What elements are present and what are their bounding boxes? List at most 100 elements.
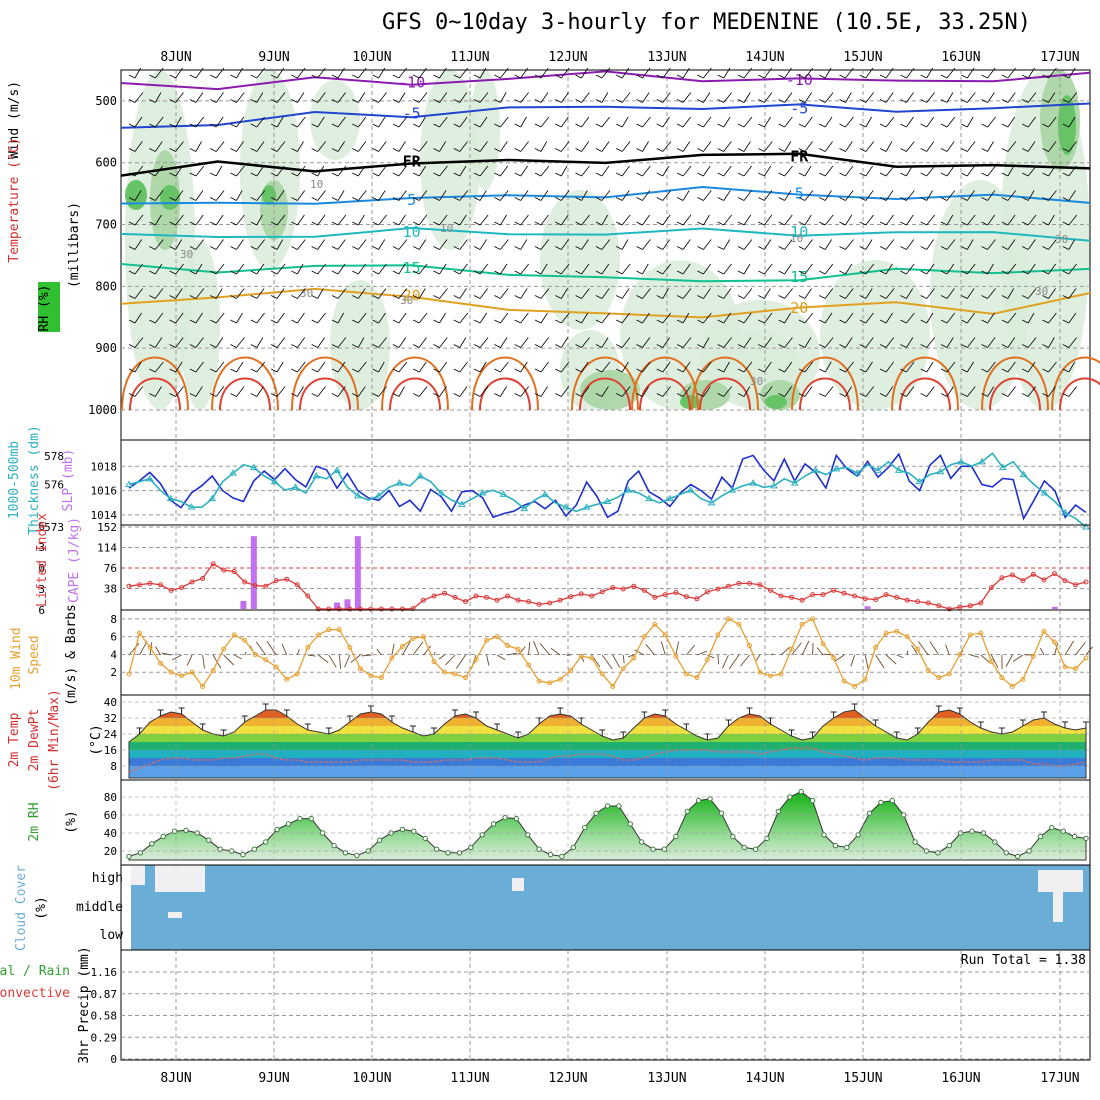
- wind-barb: [236, 92, 245, 103]
- wind-barb: [778, 74, 785, 79]
- date-label-top: 12JUN: [548, 50, 587, 65]
- wind-barb: [413, 319, 420, 324]
- date-label-top: 10JUN: [352, 50, 391, 65]
- isotherm-label: 20: [790, 299, 808, 317]
- wind-barb: [398, 337, 407, 348]
- wind-barb: [392, 295, 400, 299]
- wind-barb: [940, 270, 948, 275]
- wind-barb: [845, 361, 854, 373]
- wind-barb: [270, 99, 278, 103]
- wind-barb: [520, 386, 530, 397]
- wind-barb: [575, 270, 582, 275]
- wind-barb: [555, 123, 562, 128]
- y-tick-label: 0: [110, 1053, 117, 1066]
- wind-barb: [392, 123, 400, 128]
- wind-barb: [656, 197, 663, 201]
- wind-barb-10m: [816, 647, 824, 656]
- wind-barb: [682, 239, 691, 250]
- wind-barb: [520, 312, 529, 324]
- wind-barb-10m: [412, 641, 424, 656]
- wind-barb: [804, 116, 813, 128]
- wind-barb: [885, 190, 894, 201]
- wind-barb: [1062, 344, 1069, 348]
- date-label-top: 9JUN: [258, 50, 289, 65]
- rh-point: [240, 851, 246, 858]
- wind-barb: [189, 221, 197, 226]
- wind-barb: [433, 319, 440, 324]
- wind-barb: [540, 190, 549, 201]
- wind-barb: [987, 190, 996, 201]
- wind-barb: [758, 99, 765, 103]
- wind-barb: [1001, 99, 1009, 103]
- wind-barb: [758, 74, 765, 79]
- wind-speed-point: [431, 659, 437, 665]
- wind-barb: [824, 288, 834, 299]
- wind-barb: [946, 141, 955, 152]
- wind-barb: [560, 361, 570, 373]
- wind-barb: [297, 141, 304, 152]
- wind-barb: [372, 74, 379, 79]
- wind-barb: [859, 197, 866, 201]
- lifted-index-point: [1083, 579, 1089, 585]
- wind-barb: [743, 165, 752, 177]
- cape-bar: [864, 606, 871, 609]
- thickness-point: [957, 457, 966, 465]
- lifted-index-point: [368, 606, 374, 612]
- wind-barb: [418, 141, 428, 152]
- wind-speed-point: [904, 634, 910, 640]
- wind-barb: [433, 99, 440, 103]
- wind-barb: [798, 172, 806, 177]
- wind-barb: [372, 368, 379, 373]
- wind-barb: [500, 361, 509, 373]
- wind-barb: [824, 312, 833, 324]
- lifted-index-point: [768, 587, 774, 593]
- wind-barb-10m: [445, 654, 456, 666]
- wind-barb: [784, 361, 793, 373]
- wind-speed-point: [768, 673, 774, 679]
- wind-barb: [784, 214, 793, 226]
- wind-barb: [859, 172, 866, 177]
- lifted-index-point: [1041, 577, 1047, 583]
- wind-barb: [920, 148, 927, 152]
- wind-barb: [352, 270, 359, 275]
- wind-barb: [134, 116, 143, 128]
- cape-bar: [354, 536, 361, 609]
- rh-point: [752, 846, 759, 852]
- wind-barb: [845, 92, 852, 103]
- wind-barb: [1022, 393, 1029, 397]
- wind-barb: [276, 312, 285, 324]
- wind-barb: [758, 393, 765, 397]
- wind-barb: [210, 221, 217, 226]
- thickness-point: [499, 490, 508, 497]
- lifted-index-point: [315, 606, 321, 612]
- wind-barb: [534, 123, 542, 128]
- wind-barb: [189, 246, 197, 250]
- wind-speed-point: [631, 655, 637, 661]
- wind-speed-point: [704, 657, 710, 663]
- wind-barb: [413, 172, 420, 177]
- wind-speed-point: [441, 669, 447, 675]
- wind-barb: [981, 246, 988, 250]
- wind-barb-10m: [550, 648, 561, 656]
- wind-barb: [798, 148, 806, 152]
- wind-barb: [270, 74, 278, 79]
- wind-barb: [357, 92, 366, 103]
- wind-barb: [865, 337, 874, 348]
- wind-barb: [317, 361, 326, 373]
- wind-barb: [479, 67, 487, 79]
- wind-barb-10m: [601, 654, 613, 670]
- wind-barb: [743, 214, 752, 226]
- y-tick-label: 6: [110, 631, 117, 644]
- wind-barb: [616, 99, 623, 103]
- wind-barb: [601, 239, 611, 250]
- wind-barb: [210, 123, 217, 128]
- wind-barb-10m: [660, 641, 666, 656]
- wind-barb: [1042, 221, 1049, 226]
- wind-barb: [398, 67, 407, 79]
- wind-barb: [723, 116, 731, 128]
- wind-barb: [676, 123, 684, 128]
- wind-barb: [250, 246, 257, 250]
- wind-barb: [946, 337, 954, 348]
- y-label-cape: CAPE (J/kg): [67, 517, 82, 603]
- wind-speed-point: [294, 671, 300, 677]
